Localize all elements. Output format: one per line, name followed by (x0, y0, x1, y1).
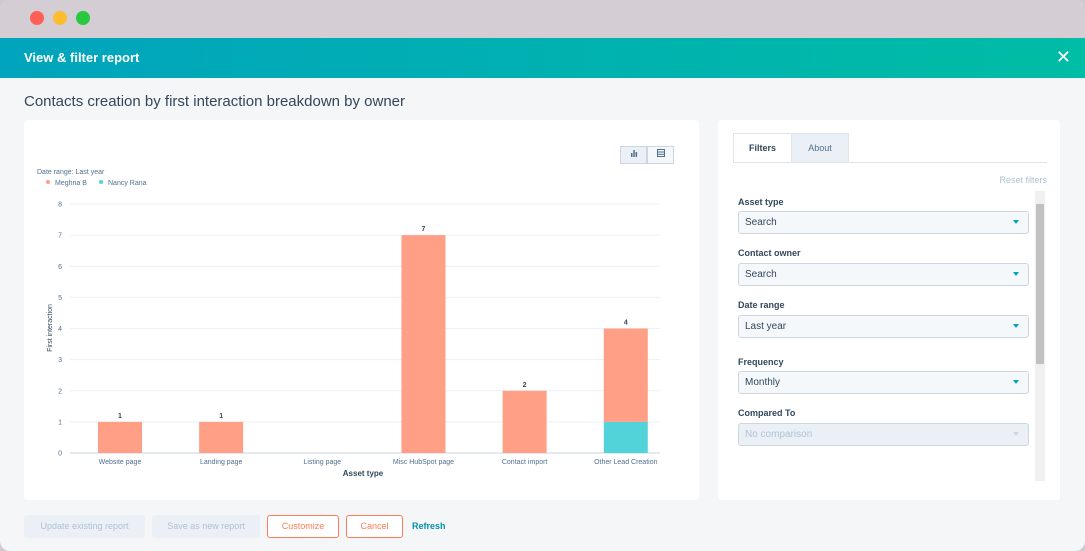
tab-about[interactable]: About (791, 133, 849, 163)
contact-owner-value: Search (745, 269, 777, 280)
chevron-down-icon (1013, 432, 1019, 436)
date-range-value: Last year (745, 321, 787, 332)
frequency-value: Monthly (745, 377, 781, 388)
chart-view-button[interactable] (620, 146, 647, 164)
minimize-window-icon[interactable] (53, 11, 67, 25)
table-icon (656, 149, 665, 157)
save-new-report-button: Save as new report (152, 515, 260, 538)
close-icon[interactable]: ✕ (1055, 47, 1071, 67)
asset-type-value: Search (745, 217, 777, 228)
compared-to-select: No comparison (738, 423, 1029, 446)
scrollbar-thumb[interactable] (1036, 204, 1044, 364)
chevron-down-icon (1013, 324, 1019, 328)
frequency-label: Frequency (738, 357, 784, 367)
compared-to-label: Compared To (738, 408, 796, 418)
window-titlebar (0, 0, 1085, 38)
bar-chart-icon (630, 150, 637, 157)
modal-title: View & filter report (24, 50, 140, 65)
customize-button[interactable]: Customize (267, 515, 339, 538)
compared-to-value: No comparison (745, 429, 813, 440)
frequency-select[interactable]: Monthly (738, 371, 1029, 394)
reset-filters-link[interactable]: Reset filters (999, 175, 1047, 185)
contact-owner-select[interactable]: Search (738, 263, 1029, 286)
asset-type-select[interactable]: Search (738, 211, 1029, 234)
refresh-link[interactable]: Refresh (412, 521, 446, 531)
contact-owner-label: Contact owner (738, 248, 801, 258)
modal-header: View & filter report ✕ (0, 38, 1085, 78)
chevron-down-icon (1013, 380, 1019, 384)
close-window-icon[interactable] (30, 11, 44, 25)
date-range-label: Date range (738, 300, 785, 310)
chevron-down-icon (1013, 272, 1019, 276)
table-view-button[interactable] (647, 146, 674, 164)
date-range-select[interactable]: Last year (738, 315, 1029, 338)
tab-divider (733, 162, 1047, 163)
chart-panel (24, 120, 699, 500)
cancel-button[interactable]: Cancel (346, 515, 403, 538)
report-title: Contacts creation by first interaction b… (24, 93, 406, 110)
maximize-window-icon[interactable] (76, 11, 90, 25)
update-report-button: Update existing report (24, 515, 145, 538)
chevron-down-icon (1013, 220, 1019, 224)
tab-filters[interactable]: Filters (733, 133, 792, 163)
asset-type-label: Asset type (738, 197, 784, 207)
